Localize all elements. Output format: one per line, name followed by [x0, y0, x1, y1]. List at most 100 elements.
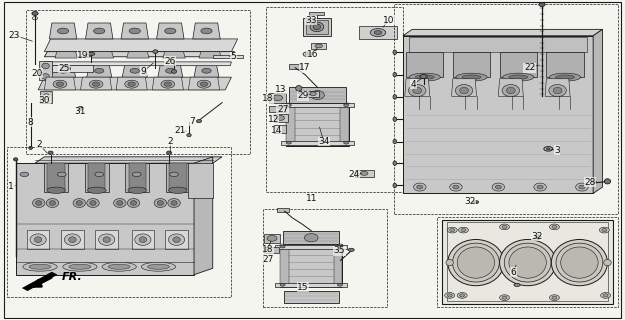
- Ellipse shape: [89, 80, 103, 88]
- Ellipse shape: [48, 151, 53, 154]
- Ellipse shape: [196, 120, 201, 123]
- Ellipse shape: [409, 84, 426, 97]
- Ellipse shape: [310, 22, 324, 32]
- Ellipse shape: [450, 183, 462, 191]
- Ellipse shape: [135, 234, 151, 245]
- Ellipse shape: [459, 87, 468, 94]
- Ellipse shape: [128, 187, 147, 194]
- Ellipse shape: [200, 82, 208, 86]
- Ellipse shape: [452, 243, 499, 282]
- Polygon shape: [49, 23, 77, 39]
- Polygon shape: [166, 230, 188, 249]
- Ellipse shape: [499, 239, 556, 286]
- Polygon shape: [96, 230, 118, 249]
- Polygon shape: [55, 52, 78, 58]
- Text: 10: 10: [383, 16, 394, 25]
- Ellipse shape: [99, 234, 115, 245]
- Polygon shape: [309, 12, 324, 15]
- Ellipse shape: [553, 87, 562, 94]
- Text: 2: 2: [168, 137, 173, 146]
- Polygon shape: [152, 77, 183, 90]
- Ellipse shape: [473, 201, 479, 204]
- Ellipse shape: [604, 260, 611, 266]
- Polygon shape: [275, 283, 348, 287]
- Ellipse shape: [551, 239, 608, 286]
- Ellipse shape: [448, 294, 452, 297]
- Polygon shape: [51, 64, 76, 77]
- Polygon shape: [132, 230, 154, 249]
- Ellipse shape: [56, 82, 64, 86]
- Ellipse shape: [58, 68, 68, 73]
- Polygon shape: [116, 77, 148, 90]
- Polygon shape: [87, 64, 112, 77]
- Polygon shape: [48, 163, 65, 189]
- Ellipse shape: [556, 243, 602, 282]
- Ellipse shape: [601, 292, 611, 298]
- Ellipse shape: [344, 141, 349, 144]
- Polygon shape: [499, 52, 537, 77]
- Ellipse shape: [53, 80, 67, 88]
- Text: 16: 16: [307, 50, 318, 59]
- Text: 20: 20: [31, 69, 42, 78]
- Polygon shape: [38, 77, 231, 90]
- Ellipse shape: [167, 151, 172, 154]
- Ellipse shape: [452, 185, 459, 189]
- Ellipse shape: [78, 107, 83, 110]
- Ellipse shape: [311, 91, 324, 100]
- Ellipse shape: [187, 133, 191, 137]
- Ellipse shape: [409, 73, 441, 81]
- Ellipse shape: [79, 107, 82, 110]
- Ellipse shape: [361, 172, 368, 175]
- Ellipse shape: [304, 234, 318, 242]
- Ellipse shape: [393, 117, 397, 122]
- Polygon shape: [126, 163, 149, 192]
- Ellipse shape: [280, 245, 285, 248]
- Polygon shape: [277, 208, 289, 212]
- Polygon shape: [308, 91, 319, 97]
- Text: 24: 24: [349, 170, 360, 179]
- Ellipse shape: [552, 225, 557, 228]
- Ellipse shape: [114, 198, 126, 207]
- Ellipse shape: [310, 92, 316, 96]
- Polygon shape: [289, 87, 346, 103]
- Polygon shape: [127, 52, 149, 58]
- Ellipse shape: [272, 95, 282, 101]
- Text: 33: 33: [306, 16, 317, 25]
- Ellipse shape: [502, 225, 507, 228]
- Ellipse shape: [338, 284, 342, 286]
- Ellipse shape: [158, 201, 164, 205]
- Ellipse shape: [58, 172, 66, 177]
- Polygon shape: [264, 234, 280, 243]
- Ellipse shape: [296, 85, 302, 91]
- Polygon shape: [40, 91, 52, 103]
- Ellipse shape: [173, 237, 180, 243]
- Ellipse shape: [561, 247, 598, 278]
- Polygon shape: [44, 77, 76, 90]
- Ellipse shape: [313, 24, 321, 30]
- Text: 28: 28: [584, 178, 596, 187]
- Ellipse shape: [267, 236, 277, 241]
- Ellipse shape: [576, 183, 588, 191]
- Text: 1: 1: [8, 182, 14, 191]
- Ellipse shape: [141, 262, 176, 271]
- Ellipse shape: [603, 294, 608, 297]
- Ellipse shape: [36, 201, 42, 205]
- Polygon shape: [284, 291, 339, 303]
- Ellipse shape: [504, 243, 551, 282]
- Polygon shape: [281, 141, 354, 145]
- Ellipse shape: [131, 201, 137, 205]
- Ellipse shape: [87, 198, 99, 207]
- Ellipse shape: [127, 198, 140, 207]
- Text: 29: 29: [298, 91, 309, 100]
- Ellipse shape: [503, 73, 534, 81]
- Ellipse shape: [417, 185, 423, 189]
- Ellipse shape: [499, 295, 509, 300]
- Polygon shape: [91, 52, 114, 58]
- Polygon shape: [306, 20, 328, 34]
- Ellipse shape: [170, 172, 178, 177]
- Text: 15: 15: [298, 283, 309, 292]
- Ellipse shape: [306, 53, 309, 55]
- Ellipse shape: [69, 237, 76, 243]
- Polygon shape: [303, 18, 331, 36]
- Ellipse shape: [552, 296, 557, 299]
